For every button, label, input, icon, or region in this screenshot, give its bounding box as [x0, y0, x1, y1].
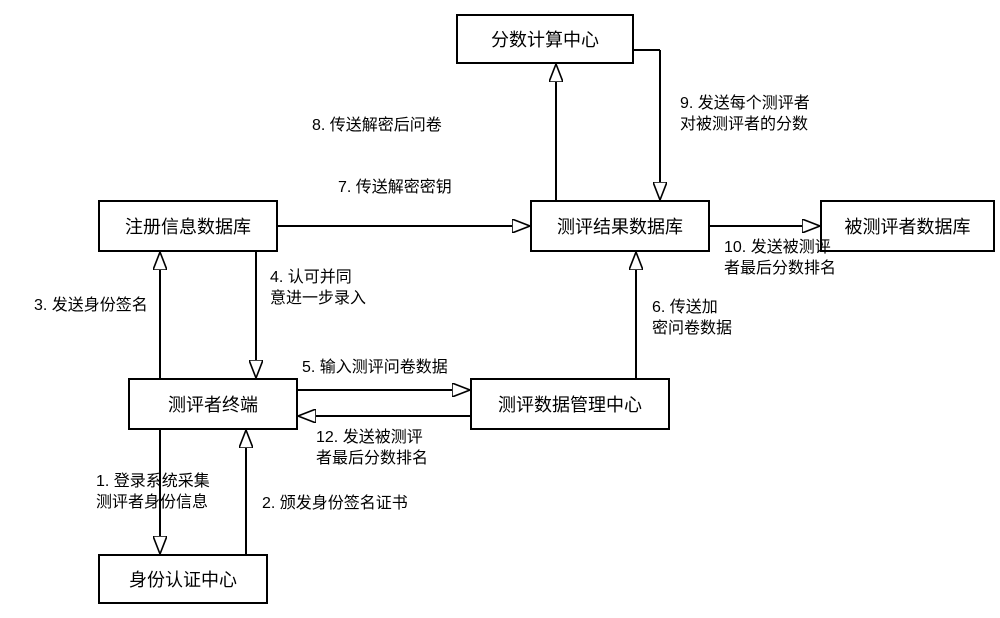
node-label: 测评者终端 [168, 391, 258, 417]
edge-label-9: 9. 发送每个测评者 对被测评者的分数 [680, 94, 810, 136]
edge-label-12: 12. 发送被测评 者最后分数排名 [316, 428, 428, 470]
node-evaluator-terminal: 测评者终端 [128, 378, 298, 430]
node-registration-db: 注册信息数据库 [98, 200, 278, 252]
edge-label-4: 4. 认可并同 意进一步录入 [270, 268, 366, 310]
flowchart-arrows [0, 0, 1000, 618]
edge-label-6: 6. 传送加 密问卷数据 [652, 298, 732, 340]
edge-label-1: 1. 登录系统采集 测评者身份信息 [96, 472, 210, 514]
edge-label-3: 3. 发送身份签名 [34, 296, 148, 317]
node-label: 测评数据管理中心 [498, 391, 642, 417]
edge-label-2: 2. 颁发身份签名证书 [262, 494, 408, 515]
node-result-db: 测评结果数据库 [530, 200, 710, 252]
node-label: 测评结果数据库 [557, 213, 683, 239]
node-label: 身份认证中心 [129, 566, 237, 592]
edge-label-8: 8. 传送解密后问卷 [312, 116, 442, 137]
node-label: 注册信息数据库 [125, 213, 251, 239]
node-label: 被测评者数据库 [845, 213, 971, 239]
node-score-center: 分数计算中心 [456, 14, 634, 64]
edge-label-7: 7. 传送解密密钥 [338, 178, 452, 199]
edge-label-10: 10. 发送被测评 者最后分数排名 [724, 238, 836, 280]
node-data-mgmt-center: 测评数据管理中心 [470, 378, 670, 430]
node-evaluee-db: 被测评者数据库 [820, 200, 995, 252]
node-identity-center: 身份认证中心 [98, 554, 268, 604]
edge-label-5: 5. 输入测评问卷数据 [302, 358, 448, 379]
node-label: 分数计算中心 [491, 26, 599, 52]
